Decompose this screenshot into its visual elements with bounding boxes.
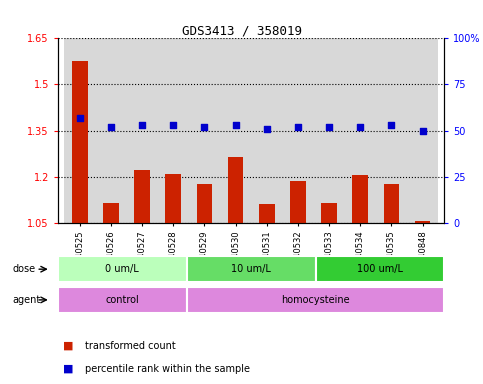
- Point: [76, 114, 84, 121]
- Text: ■: ■: [63, 341, 73, 351]
- Bar: [321, 203, 337, 223]
- Bar: [376, 38, 407, 223]
- Text: 10 um/L: 10 um/L: [231, 264, 271, 274]
- Bar: [64, 38, 95, 223]
- Text: transformed count: transformed count: [85, 341, 175, 351]
- Bar: [313, 38, 345, 223]
- Text: homocysteine: homocysteine: [281, 295, 350, 305]
- Bar: [415, 221, 430, 223]
- Point: [419, 127, 426, 134]
- Point: [387, 122, 395, 128]
- Bar: [103, 203, 119, 223]
- Point: [356, 124, 364, 130]
- Bar: [290, 181, 306, 223]
- Bar: [283, 38, 313, 223]
- Point: [232, 122, 240, 128]
- Point: [170, 122, 177, 128]
- Text: control: control: [105, 295, 139, 305]
- Bar: [384, 184, 399, 223]
- Point: [325, 124, 333, 130]
- Text: 100 um/L: 100 um/L: [357, 264, 403, 274]
- Bar: [197, 184, 212, 223]
- Bar: [220, 38, 251, 223]
- Text: GDS3413 / 358019: GDS3413 / 358019: [182, 25, 301, 38]
- Bar: [189, 38, 220, 223]
- Bar: [259, 204, 274, 223]
- Text: dose: dose: [12, 264, 35, 274]
- Bar: [228, 157, 243, 223]
- Bar: [345, 38, 376, 223]
- Bar: [157, 38, 189, 223]
- Point: [200, 124, 208, 130]
- Text: percentile rank within the sample: percentile rank within the sample: [85, 364, 250, 374]
- Point: [294, 124, 302, 130]
- Bar: [72, 61, 87, 223]
- Bar: [251, 38, 283, 223]
- Bar: [166, 174, 181, 223]
- Bar: [95, 38, 127, 223]
- Point: [138, 122, 146, 128]
- Text: ■: ■: [63, 364, 73, 374]
- Bar: [353, 175, 368, 223]
- Text: agent: agent: [12, 295, 40, 305]
- Point: [107, 124, 115, 130]
- Text: 0 um/L: 0 um/L: [105, 264, 139, 274]
- Point: [263, 126, 270, 132]
- Bar: [127, 38, 157, 223]
- Bar: [134, 170, 150, 223]
- Bar: [407, 38, 438, 223]
